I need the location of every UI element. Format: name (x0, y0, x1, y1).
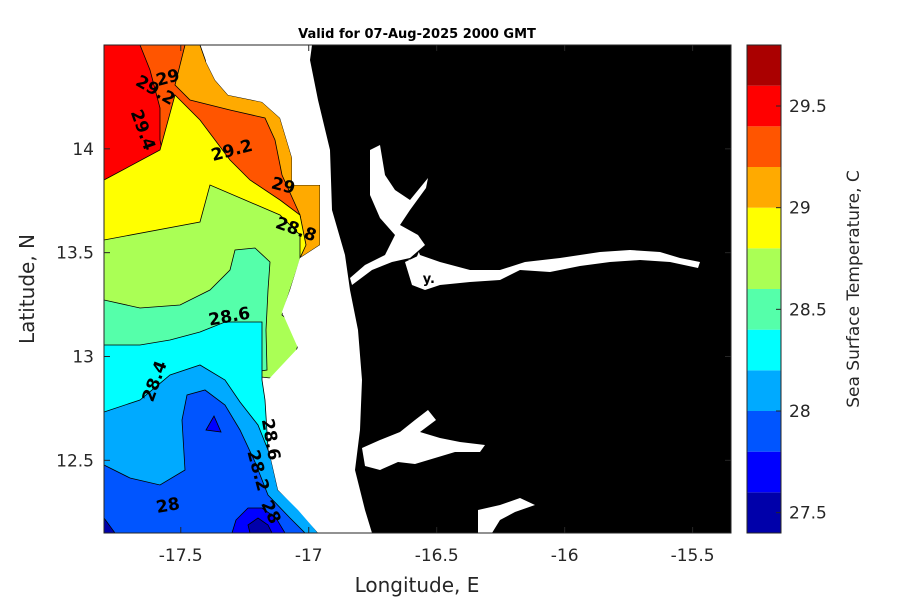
land-mass (310, 45, 731, 533)
x-tick-label: -16 (551, 546, 579, 566)
gambia-river (405, 250, 700, 290)
colorbar-swatch (747, 329, 781, 371)
x-axis-label: Longitude, E (355, 573, 480, 597)
saloum-delta (350, 145, 428, 285)
colorbar-swatch (747, 207, 781, 249)
colorbar-swatch (747, 370, 781, 411)
x-tick-label: -17.5 (159, 546, 203, 566)
figure-title: Valid for 07-Aug-2025 2000 GMT (298, 27, 536, 42)
y-tick-label: 12.5 (56, 451, 94, 471)
colorbar-swatch (747, 85, 781, 127)
y-axis: 12.5 13 13.5 14 (56, 140, 731, 471)
colorbar-label: Sea Surface Temperature, C (844, 170, 864, 408)
colorbar-tick-label: 29 (789, 199, 811, 219)
star-icon (408, 252, 430, 272)
marker-label: y. (423, 272, 435, 287)
colorbar-swatch (747, 492, 781, 533)
colorbar-swatch (747, 289, 781, 330)
colorbar-tick-label: 28 (789, 402, 811, 422)
colorbar-swatch (747, 411, 781, 452)
y-tick-label: 13 (72, 347, 94, 367)
sst-filled-contours (104, 45, 321, 533)
y-axis-label: Latitude, N (15, 234, 39, 344)
colorbar-swatch (747, 126, 781, 167)
x-tick-label: -16.5 (415, 546, 459, 566)
plot-frame (103, 44, 732, 534)
x-axis: -17.5 -17 -16.5 -16 -15.5 (159, 45, 715, 566)
colorbar: 27.5 28 28.5 29 29.5 (746, 44, 827, 534)
colorbar-swatch (747, 45, 781, 86)
colorbar-tick-label: 27.5 (789, 504, 827, 524)
colorbar-tick-label: 29.5 (789, 97, 827, 117)
colorbar-swatch (747, 167, 781, 208)
contour-label: 28 (155, 494, 182, 518)
x-tick-label: -15.5 (671, 546, 715, 566)
sst-band-27-4 (104, 517, 273, 533)
location-marker: y. (408, 252, 435, 287)
river-estuaries (350, 145, 700, 533)
sst-band-27-6 (205, 415, 286, 533)
x-tick-label: -17 (295, 546, 323, 566)
sst-band-27-8 (104, 389, 306, 533)
casamance-river (362, 410, 485, 470)
y-tick-label: 13.5 (56, 244, 94, 264)
y-tick-label: 14 (72, 140, 94, 160)
southern-creek (478, 498, 535, 533)
colorbar-swatch (747, 451, 781, 493)
coastal-no-data-strip (205, 45, 372, 533)
colorbar-frame (746, 44, 782, 534)
colorbar-tick-label: 28.5 (789, 300, 827, 320)
colorbar-swatch (747, 248, 781, 289)
